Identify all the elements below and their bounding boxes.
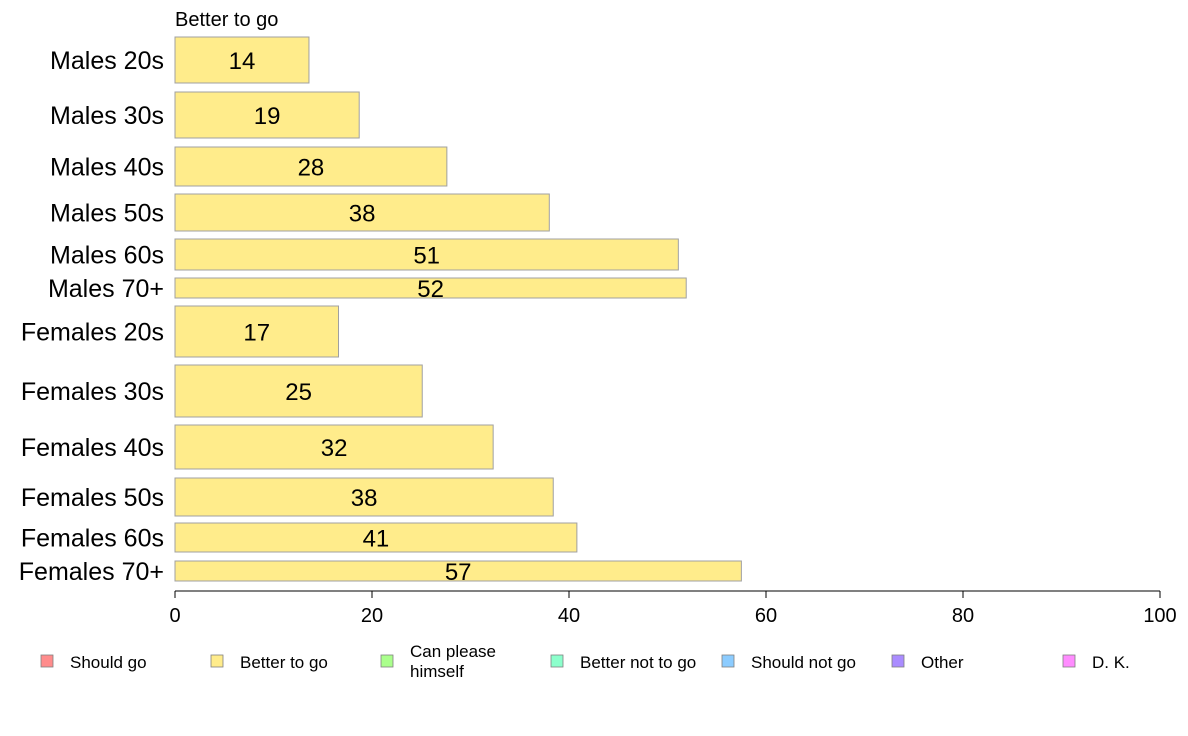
bar bbox=[174, 36, 310, 84]
legend-label: Should go bbox=[70, 653, 147, 672]
legend-swatch bbox=[380, 654, 394, 668]
bar-value-label: 14 bbox=[229, 48, 256, 75]
bar bbox=[174, 424, 494, 470]
category-label: Males 40s bbox=[50, 154, 164, 182]
category-label: Females 40s bbox=[21, 434, 164, 462]
bar-value-label: 51 bbox=[413, 243, 440, 270]
bar bbox=[174, 522, 578, 553]
bar bbox=[174, 477, 554, 517]
bar-value-label: 38 bbox=[349, 201, 376, 228]
category-label: Females 60s bbox=[21, 525, 164, 553]
legend-label: Better not to go bbox=[580, 653, 696, 672]
legend-swatch bbox=[40, 654, 54, 668]
legend: Should go Better to go Can please himself Be… bbox=[40, 642, 1130, 681]
legend-swatch bbox=[550, 654, 564, 668]
bars: 14 Males 20s 19 Males 30s 28 Males 40s 38 Males… bbox=[19, 36, 742, 586]
category-label: Males 30s bbox=[50, 102, 164, 130]
legend-swatch bbox=[1062, 654, 1076, 668]
category-label: Males 20s bbox=[50, 47, 164, 75]
legend-label: Better to go bbox=[240, 653, 328, 672]
bar bbox=[174, 277, 687, 299]
legend-label: Can please himself bbox=[410, 642, 496, 681]
series-title: Better to go bbox=[175, 9, 278, 31]
legend-swatch bbox=[721, 654, 735, 668]
x-tick-label: 40 bbox=[558, 605, 580, 627]
bar-value-label: 57 bbox=[445, 559, 472, 586]
category-label: Males 50s bbox=[50, 200, 164, 228]
legend-swatch bbox=[891, 654, 905, 668]
legend-label-line: himself bbox=[410, 662, 464, 681]
bar-value-label: 32 bbox=[321, 435, 348, 462]
x-axis: 0 20 40 60 80 100 bbox=[169, 590, 1177, 627]
x-tick-label: 100 bbox=[1143, 605, 1176, 627]
bar bbox=[174, 305, 340, 358]
legend-swatch bbox=[210, 654, 224, 668]
category-label: Females 70+ bbox=[19, 558, 164, 586]
bar bbox=[174, 146, 448, 187]
bar bbox=[174, 193, 550, 232]
x-tick-label: 20 bbox=[361, 605, 383, 627]
bar bbox=[174, 91, 360, 139]
category-label: Females 50s bbox=[21, 484, 164, 512]
bar-value-label: 38 bbox=[351, 485, 378, 512]
x-tick-label: 80 bbox=[952, 605, 974, 627]
legend-label: Should not go bbox=[751, 653, 856, 672]
bar-value-label: 41 bbox=[363, 526, 390, 553]
bar bbox=[174, 238, 679, 271]
category-label: Females 20s bbox=[21, 319, 164, 347]
bar-value-label: 25 bbox=[285, 379, 312, 406]
bar-value-label: 52 bbox=[417, 276, 444, 303]
category-label: Males 70+ bbox=[48, 275, 164, 303]
bar-value-label: 19 bbox=[254, 103, 281, 130]
bar-value-label: 28 bbox=[298, 155, 325, 182]
bar-value-label: 17 bbox=[243, 320, 270, 347]
category-label: Males 60s bbox=[50, 242, 164, 270]
bar bbox=[174, 364, 423, 418]
bar bbox=[174, 560, 742, 582]
x-tick-label: 60 bbox=[755, 605, 777, 627]
category-label: Females 30s bbox=[21, 378, 164, 406]
legend-label: Other bbox=[921, 653, 964, 672]
legend-label: D. K. bbox=[1092, 653, 1130, 672]
legend-label-line: Can please bbox=[410, 642, 496, 661]
x-tick-label: 0 bbox=[169, 605, 180, 627]
